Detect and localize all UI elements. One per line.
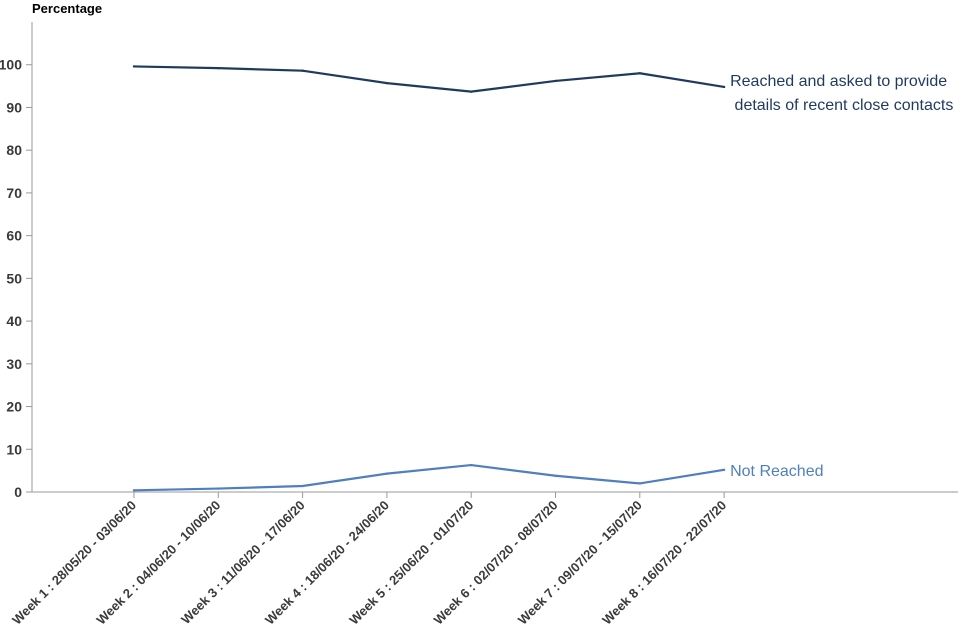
data-point xyxy=(385,472,389,475)
data-point xyxy=(722,85,726,89)
y-tick-label: 10 xyxy=(6,441,22,457)
y-tick-label: 40 xyxy=(6,313,22,329)
series-label-1: Not Reached xyxy=(730,463,823,480)
series-label-0: Reached and asked to provide xyxy=(730,73,947,90)
data-point xyxy=(638,482,641,485)
data-point xyxy=(132,65,136,68)
data-point xyxy=(301,69,304,72)
data-point xyxy=(722,468,726,471)
y-tick-label: 50 xyxy=(6,270,22,286)
y-tick-label: 100 xyxy=(0,57,22,73)
series-line-1 xyxy=(133,463,725,492)
y-tick-label: 80 xyxy=(6,142,22,158)
series-labels: Reached and asked to provide details of … xyxy=(730,73,953,480)
data-point xyxy=(470,90,473,93)
y-axis-label: Percentage xyxy=(32,1,102,16)
data-point xyxy=(638,72,641,75)
y-tick-label: 0 xyxy=(14,484,22,500)
data-point xyxy=(554,474,557,477)
data-point xyxy=(385,81,389,85)
data-point xyxy=(217,487,220,490)
data-point xyxy=(301,484,304,488)
data-point xyxy=(217,66,220,70)
series-label-0: details of recent close contacts xyxy=(730,97,953,114)
data-point xyxy=(554,79,557,83)
y-tick-label: 90 xyxy=(6,99,22,115)
series-lines xyxy=(132,65,726,492)
data-point xyxy=(470,463,473,467)
y-tick-label: 60 xyxy=(6,228,22,244)
y-tick-label: 30 xyxy=(6,356,22,372)
data-point xyxy=(132,489,136,492)
series-line-0 xyxy=(133,65,725,93)
y-tick-label: 70 xyxy=(6,185,22,201)
y-tick-label: 20 xyxy=(6,399,22,415)
y-ticks: 0 10 20 30 40 50 60 70 80 90 100 xyxy=(0,57,32,500)
